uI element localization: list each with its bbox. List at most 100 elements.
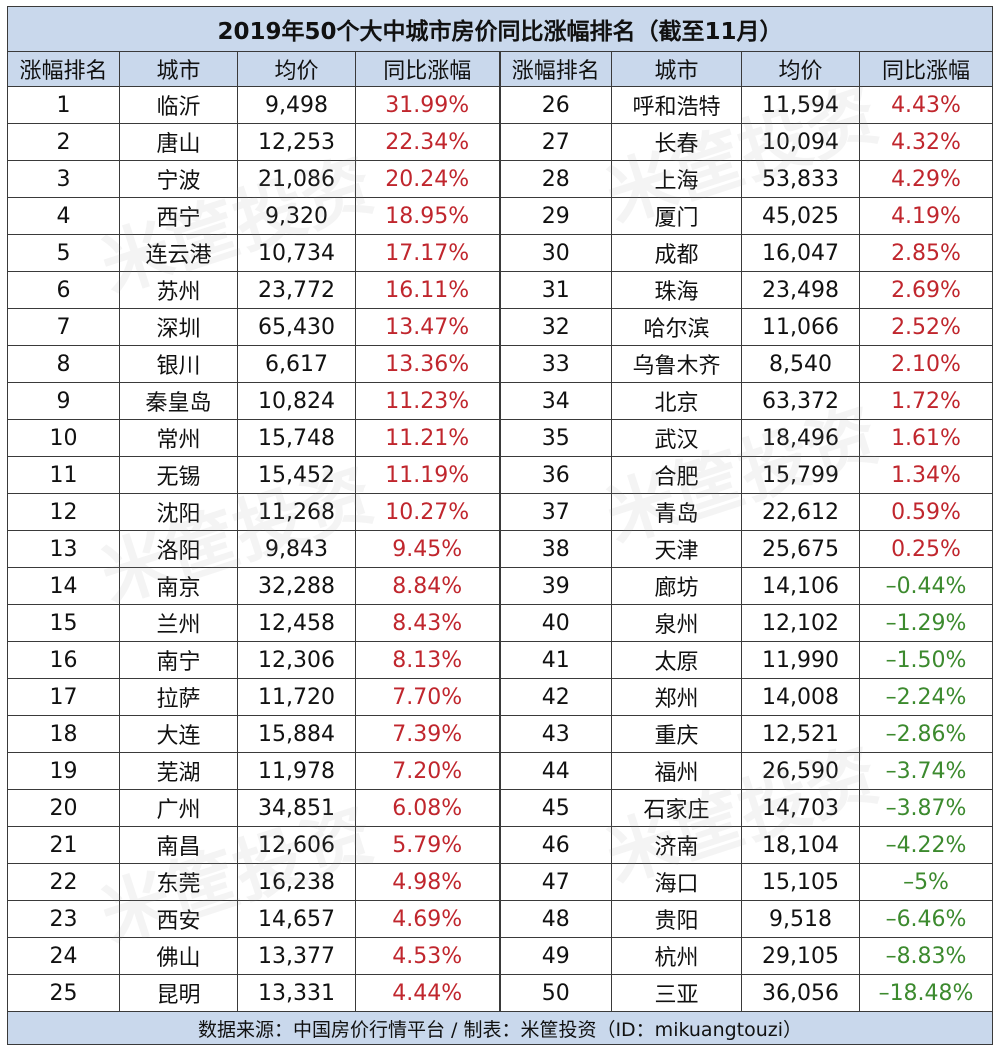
right-rank-cell: 46 (498, 826, 612, 864)
right-price-cell: 11,066 (741, 308, 860, 346)
table-row: 1 临沂 9,498 31.99% 26 呼和浩特 11,594 4.43% (7, 86, 994, 124)
table-row: 24 佛山 13,377 4.53% 49 杭州 29,105 –8.83% (7, 937, 994, 975)
right-change-cell: –2.24% (858, 678, 994, 716)
left-change-cell: 11.21% (355, 419, 500, 457)
left-change-cell: 8.13% (355, 641, 500, 679)
left-price-cell: 10,824 (237, 382, 356, 420)
right-city-cell: 贵阳 (611, 900, 742, 938)
right-rank-cell: 43 (498, 715, 612, 753)
right-city-cell: 天津 (611, 530, 742, 568)
right-rank-cell: 35 (498, 419, 612, 457)
left-rank-cell: 23 (7, 900, 120, 938)
left-price-cell: 16,238 (237, 863, 356, 901)
left-rank-cell: 5 (7, 234, 120, 272)
left-price-cell: 13,377 (237, 937, 356, 975)
left-rank-cell: 12 (7, 493, 120, 531)
right-city-cell: 成都 (611, 234, 742, 272)
right-rank-cell: 30 (498, 234, 612, 272)
left-rank-cell: 18 (7, 715, 120, 753)
table-row: 14 南京 32,288 8.84% 39 廊坊 14,106 –0.44% (7, 567, 994, 605)
left-change-cell: 4.53% (355, 937, 500, 975)
left-city-cell: 秦皇岛 (119, 382, 238, 420)
right-city-cell: 哈尔滨 (611, 308, 742, 346)
right-rank-cell: 49 (498, 937, 612, 975)
right-price-cell: 53,833 (741, 160, 860, 198)
table-row: 11 无锡 15,452 11.19% 36 合肥 15,799 1.34% (7, 456, 994, 494)
right-change-cell: –6.46% (858, 900, 994, 938)
right-city-cell: 珠海 (611, 271, 742, 309)
left-change-cell: 18.95% (355, 197, 500, 235)
left-city-cell: 兰州 (119, 604, 238, 642)
left-change-cell: 5.79% (355, 826, 500, 864)
right-price-cell: 25,675 (741, 530, 860, 568)
right-rank-cell: 28 (498, 160, 612, 198)
right-city-cell: 海口 (611, 863, 742, 901)
left-rank-cell: 15 (7, 604, 120, 642)
right-change-cell: 0.59% (858, 493, 994, 531)
left-city-cell: 南京 (119, 567, 238, 605)
left-price-cell: 9,320 (237, 197, 356, 235)
left-price-cell: 12,606 (237, 826, 356, 864)
right-change-cell: –0.44% (858, 567, 994, 605)
right-city-cell: 廊坊 (611, 567, 742, 605)
left-change-cell: 7.20% (355, 752, 500, 790)
right-rank-cell: 48 (498, 900, 612, 938)
left-city-cell: 芜湖 (119, 752, 238, 790)
table-row: 16 南宁 12,306 8.13% 41 太原 11,990 –1.50% (7, 641, 994, 679)
right-price-cell: 12,102 (741, 604, 860, 642)
left-rank-cell: 1 (7, 86, 120, 124)
right-price-cell: 15,799 (741, 456, 860, 494)
table-row: 9 秦皇岛 10,824 11.23% 34 北京 63,372 1.72% (7, 382, 994, 420)
right-change-cell: 2.10% (858, 345, 994, 383)
left-price-cell: 10,734 (237, 234, 356, 272)
right-price-cell: 18,104 (741, 826, 860, 864)
left-price-cell: 12,458 (237, 604, 356, 642)
right-city-cell: 呼和浩特 (611, 86, 742, 124)
table-row: 2 唐山 12,253 22.34% 27 长春 10,094 4.32% (7, 123, 994, 161)
right-price-cell: 29,105 (741, 937, 860, 975)
left-change-cell: 13.36% (355, 345, 500, 383)
left-price-cell: 32,288 (237, 567, 356, 605)
right-city-cell: 上海 (611, 160, 742, 198)
table-row: 4 西宁 9,320 18.95% 29 厦门 45,025 4.19% (7, 197, 994, 235)
right-price-cell: 15,105 (741, 863, 860, 901)
header-city-left: 城市 (119, 51, 238, 87)
left-price-cell: 12,306 (237, 641, 356, 679)
right-price-cell: 22,612 (741, 493, 860, 531)
right-change-cell: –18.48% (858, 974, 994, 1012)
left-city-cell: 昆明 (119, 974, 238, 1012)
right-price-cell: 10,094 (741, 123, 860, 161)
right-rank-cell: 50 (498, 974, 612, 1012)
right-price-cell: 36,056 (741, 974, 860, 1012)
left-change-cell: 9.45% (355, 530, 500, 568)
right-city-cell: 长春 (611, 123, 742, 161)
left-rank-cell: 3 (7, 160, 120, 198)
right-city-cell: 青岛 (611, 493, 742, 531)
right-change-cell: 4.19% (858, 197, 994, 235)
left-rank-cell: 24 (7, 937, 120, 975)
right-city-cell: 福州 (611, 752, 742, 790)
left-change-cell: 17.17% (355, 234, 500, 272)
left-price-cell: 13,331 (237, 974, 356, 1012)
left-rank-cell: 9 (7, 382, 120, 420)
left-city-cell: 常州 (119, 419, 238, 457)
left-city-cell: 临沂 (119, 86, 238, 124)
right-price-cell: 16,047 (741, 234, 860, 272)
left-city-cell: 拉萨 (119, 678, 238, 716)
header-change-right: 同比涨幅 (858, 51, 994, 87)
left-change-cell: 11.19% (355, 456, 500, 494)
left-city-cell: 连云港 (119, 234, 238, 272)
table-row: 21 南昌 12,606 5.79% 46 济南 18,104 –4.22% (7, 826, 994, 864)
left-change-cell: 6.08% (355, 789, 500, 827)
right-change-cell: 1.72% (858, 382, 994, 420)
right-city-cell: 厦门 (611, 197, 742, 235)
right-price-cell: 23,498 (741, 271, 860, 309)
left-rank-cell: 17 (7, 678, 120, 716)
right-price-cell: 18,496 (741, 419, 860, 457)
left-rank-cell: 6 (7, 271, 120, 309)
left-change-cell: 16.11% (355, 271, 500, 309)
right-change-cell: 4.43% (858, 86, 994, 124)
right-rank-cell: 34 (498, 382, 612, 420)
right-price-cell: 8,540 (741, 345, 860, 383)
header-city-right: 城市 (611, 51, 742, 87)
